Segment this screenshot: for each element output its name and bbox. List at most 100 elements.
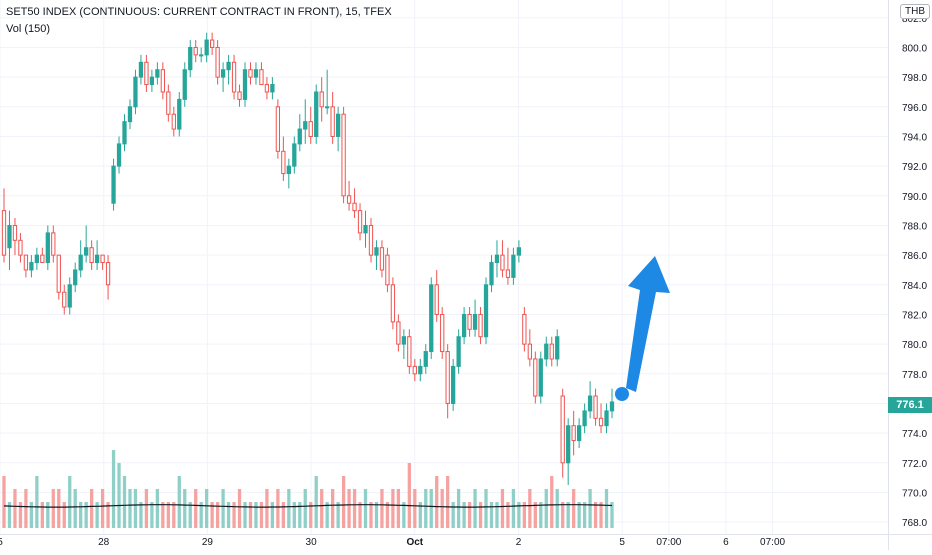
y-tick-label: 768.0 (902, 518, 927, 529)
volume-bar (265, 489, 269, 528)
volume-bar (473, 489, 477, 528)
candle-body (78, 254, 83, 271)
volume-bar (281, 502, 285, 528)
candle-body (73, 269, 78, 286)
candle-body (325, 106, 330, 109)
volume-bar (566, 502, 570, 528)
annotation-arrow[interactable] (615, 256, 670, 401)
candle-body (483, 284, 489, 338)
volume-bar (46, 502, 50, 528)
volume-bar (100, 489, 105, 528)
candle-body (89, 247, 94, 264)
candle-body (418, 365, 423, 375)
volume-bar (435, 476, 439, 528)
volume-label: Vol (150) (6, 23, 51, 35)
volume-bar (95, 502, 99, 528)
volume-bar (79, 502, 83, 528)
y-tick-label: 800.0 (902, 43, 927, 54)
y-tick-label: 778.0 (902, 370, 927, 381)
candle-body (390, 284, 396, 323)
volume-bar (24, 489, 28, 528)
candle-body (582, 410, 587, 427)
candle-body (215, 46, 220, 78)
candle-body (451, 365, 456, 404)
candle-body (549, 343, 554, 360)
volume-bar (429, 489, 433, 528)
volume-bar (604, 489, 609, 528)
candle-body (533, 358, 538, 397)
candle-body (319, 91, 324, 108)
candle-body (401, 336, 406, 345)
candle-body (341, 113, 346, 197)
volume-bar (440, 489, 444, 528)
candles (1, 32, 615, 486)
candle-body (23, 254, 29, 271)
volume-bar (610, 502, 614, 528)
candle-body (188, 46, 193, 71)
candle-body (357, 210, 363, 234)
candle-body (237, 91, 242, 100)
volume-bar (237, 489, 242, 528)
candle-body (566, 425, 571, 464)
candle-body (1, 210, 7, 256)
x-tick-label: 6 (723, 537, 729, 548)
currency-button[interactable]: THB (900, 4, 930, 19)
volume-bar (292, 502, 296, 528)
candle-body (29, 262, 34, 271)
volume-bar (13, 489, 17, 528)
volume-bar (517, 502, 521, 528)
volume-bar (35, 476, 39, 528)
candle-body (445, 351, 450, 404)
y-tick-label: 770.0 (902, 488, 927, 499)
candle-body (67, 284, 72, 308)
candle-body (330, 106, 335, 137)
volume-bar (599, 502, 603, 528)
volume-bar (29, 502, 34, 528)
candle-body (248, 69, 253, 78)
x-tick-label: Oct (406, 537, 423, 548)
volume-bar (276, 489, 280, 528)
volume-bar (62, 502, 66, 528)
candle-body (210, 39, 215, 48)
volume-bar (341, 476, 346, 528)
candle-body (242, 69, 248, 100)
candle-body (18, 239, 23, 256)
volume-bar (111, 450, 116, 528)
volume-bar (391, 489, 395, 528)
candle-body (374, 247, 379, 256)
volume-bar (456, 489, 461, 528)
volume-bar (161, 502, 165, 528)
volume-bar (369, 502, 373, 528)
candle-body (133, 76, 138, 108)
volume-bar (352, 489, 357, 528)
y-tick-label: 786.0 (902, 251, 927, 262)
candle-body (308, 121, 313, 137)
volume-bar (325, 502, 329, 528)
candle-body (199, 54, 204, 57)
candle-body (555, 336, 560, 360)
x-tick-label: 5 (619, 537, 625, 548)
volume-bar (314, 476, 318, 528)
volume-bar (117, 463, 121, 528)
volume-bar (155, 489, 160, 528)
volume-bar (57, 489, 61, 528)
candle-body (604, 410, 609, 427)
volume-bar (2, 476, 6, 528)
candle-body (56, 254, 61, 293)
volume-bar (396, 489, 401, 528)
volume-bar (194, 489, 198, 528)
candle-body (587, 395, 593, 412)
volume-bar (183, 489, 187, 528)
candle-body (160, 69, 165, 93)
volume-bar (467, 502, 472, 528)
candle-body (489, 262, 494, 286)
candle-body (593, 395, 598, 419)
candle-body (155, 69, 160, 78)
candle-body (335, 113, 341, 137)
x-tick-label: 5 (0, 537, 3, 548)
volume-bar (336, 502, 340, 528)
arrow-start-dot (615, 387, 629, 401)
volume-bar (18, 502, 23, 528)
